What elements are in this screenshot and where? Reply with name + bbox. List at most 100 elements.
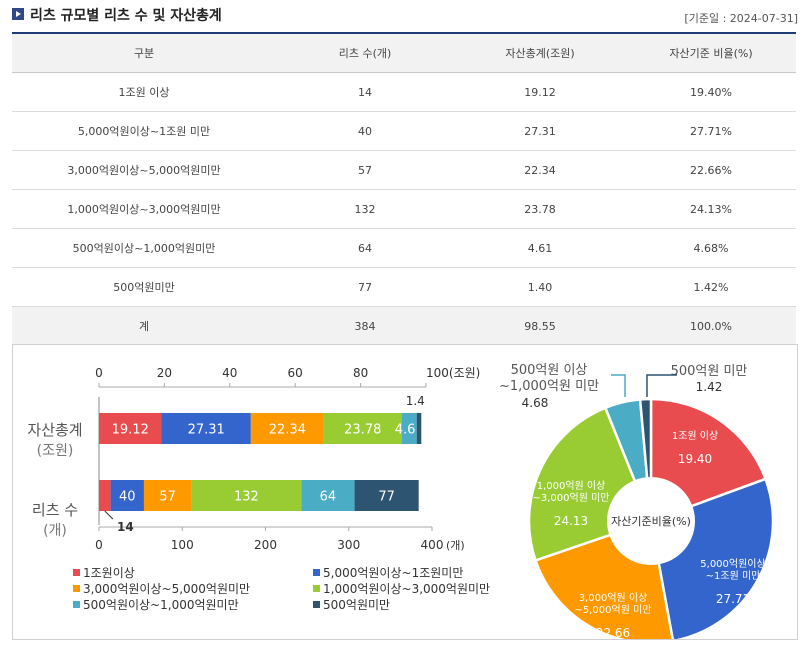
legend-label: 5,000억원이상~1조원미만	[323, 566, 463, 580]
pie-center-hole	[607, 477, 695, 565]
pie-slice-label: 5,000억원이상	[700, 558, 765, 570]
table-row: 5,000억원이상~1조원 미만 40 27.31 27.71%	[12, 111, 796, 151]
pie-outside-label: 500억원 미만	[671, 364, 748, 379]
legend-label: 1조원이상	[83, 566, 135, 580]
x-tick-label-bottom: 300	[337, 538, 360, 552]
leader-line	[611, 374, 626, 397]
chart-panel: 0 20 40 60 80 100(조원) 0 100 200 300 400 (개) 자산총계 (조원)…	[12, 344, 798, 640]
pie-outside-value: 4.68	[522, 396, 549, 410]
table-cell: 100.0%	[626, 306, 796, 346]
legend-label: 1,000억원이상~3,000억원미만	[323, 582, 490, 596]
category-label: 리츠 수	[32, 501, 78, 519]
table-cell: 23.78	[454, 189, 626, 229]
legend-label: 3,000억원이상~5,000억원미만	[83, 582, 250, 596]
x-tick-label-bottom: 100	[171, 538, 194, 552]
col-header: 구분	[12, 33, 276, 73]
pie-slice-label: 1,000억원 이상	[537, 480, 606, 492]
category-label: (개)	[43, 523, 67, 539]
table-cell: 57	[276, 150, 454, 190]
asset-bar-segment	[250, 413, 324, 444]
asset-bar-segment	[161, 413, 251, 444]
legend-swatch	[313, 601, 320, 608]
pie-slice-label: ~3,000억원 미만	[533, 492, 610, 504]
asset-bar-label: 19.12	[112, 423, 149, 438]
asset-bar-label: 27.31	[188, 423, 225, 438]
pie-outside-label: 500억원 이상	[511, 363, 588, 378]
count-bar-segment	[143, 480, 192, 511]
table-cell: 77	[276, 267, 454, 307]
table-cell: 14	[276, 72, 454, 112]
x-tick-label-top: 20	[157, 366, 172, 380]
legend-swatch	[73, 601, 80, 608]
reits-table: 구분 리츠 수(개) 자산총계(조원) 자산기준 비율(%) 1조원 이상 14 1…	[12, 32, 796, 346]
table-cell: 1,000억원이상~3,000억원미만	[12, 189, 276, 229]
asset-bar-label: 4.61	[395, 423, 424, 438]
table-row: 1조원 이상 14 19.12 19.40%	[12, 72, 796, 112]
x-tick-label-top: 40	[222, 366, 237, 380]
table-cell: 24.13%	[626, 189, 796, 229]
count-bar-segment	[354, 480, 419, 511]
pie-slice-label: ~5,000억원 미만	[575, 604, 652, 616]
x-tick-label-top: 60	[288, 366, 303, 380]
table-cell: 384	[276, 306, 454, 346]
legend-swatch	[313, 585, 320, 592]
asset-bar-label: 22.34	[269, 423, 306, 438]
col-header: 자산총계(조원)	[454, 33, 626, 73]
table-cell: 5,000억원이상~1조원 미만	[12, 111, 276, 151]
section-header: 리츠 규모별 리츠 수 및 자산총계 [기준일 : 2024-07-31]	[12, 5, 798, 27]
table-row: 500억원이상~1,000억원미만 64 4.61 4.68%	[12, 228, 796, 268]
pie-slice-value: 24.13	[554, 514, 588, 528]
table-cell: 27.71%	[626, 111, 796, 151]
pie-slice-label: ~1조원 미만	[706, 570, 761, 582]
pie-center-label: 자산기준비율(%)	[611, 515, 691, 528]
table-cell: 500억원이상~1,000억원미만	[12, 228, 276, 268]
x-tick-label-top: 0	[95, 366, 103, 380]
table-cell: 22.66%	[626, 150, 796, 190]
pie-outside-label: ~1,000억원 미만	[499, 379, 599, 394]
col-header: 자산기준 비율(%)	[626, 33, 796, 73]
count-bar-segment	[110, 480, 144, 511]
count-bar-segment	[99, 480, 111, 511]
count-bar-segment	[301, 480, 355, 511]
count-bar-label: 57	[159, 490, 176, 505]
x-tick-label-bottom: 0	[95, 538, 103, 552]
table-total-row: 계 384 98.55 100.0%	[12, 306, 796, 346]
table-cell: 27.31	[454, 111, 626, 151]
table-cell: 1.42%	[626, 267, 796, 307]
count-outside-label: 14	[117, 520, 134, 534]
table-cell: 98.55	[454, 306, 626, 346]
table-cell: 4.68%	[626, 228, 796, 268]
table-cell: 3,000억원이상~5,000억원미만	[12, 150, 276, 190]
x-tick-label-bottom: 400	[421, 538, 444, 552]
legend-label: 500억원미만	[323, 598, 390, 612]
category-label: (조원)	[37, 443, 74, 459]
table-cell: 64	[276, 228, 454, 268]
x-axis-unit: (개)	[446, 539, 465, 552]
count-bar-label: 132	[234, 490, 259, 505]
table-cell: 19.40%	[626, 72, 796, 112]
asset-bar-label: 23.78	[344, 423, 381, 438]
table-cell: 계	[12, 306, 276, 346]
legend-swatch	[73, 569, 80, 576]
asset-bar-segment	[323, 413, 402, 444]
table-row: 1,000억원이상~3,000억원미만 132 23.78 24.13%	[12, 189, 796, 229]
pie-outside-value: 1.42	[696, 380, 723, 394]
table-cell: 1조원 이상	[12, 72, 276, 112]
legend-swatch	[73, 585, 80, 592]
chart-svg: 0 20 40 60 80 100(조원)0 100 200 300 400 (개)자산총계(조원)…	[27, 363, 775, 639]
page-title: 리츠 규모별 리츠 수 및 자산총계	[30, 8, 222, 24]
category-label: 자산총계	[27, 421, 82, 439]
table-cell: 132	[276, 189, 454, 229]
table-cell: 500억원미만	[12, 267, 276, 307]
x-tick-label-top: 80	[353, 366, 368, 380]
asset-bar-segment	[416, 413, 422, 444]
pie-slice-label: 1조원 이상	[672, 430, 718, 442]
x-tick-label-bottom: 200	[254, 538, 277, 552]
asset-bar-segment	[99, 413, 162, 444]
pie-slice-value: 27.71	[716, 592, 750, 606]
pie-slice-label: 3,000억원 이상	[579, 592, 648, 604]
x-tick-label-top: 100(조원)	[426, 366, 480, 380]
count-bar-segment	[191, 480, 302, 511]
pie-slice-value: 19.40	[678, 452, 712, 466]
table-cell: 40	[276, 111, 454, 151]
